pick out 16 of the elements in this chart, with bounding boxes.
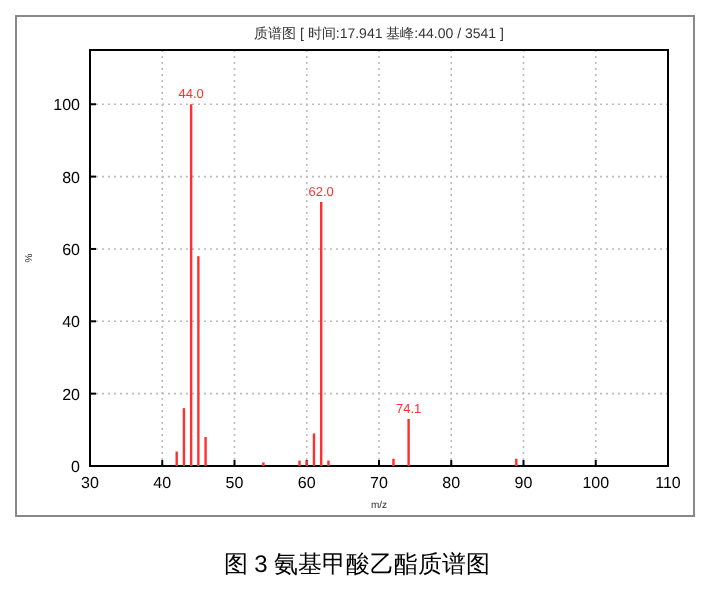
x-tick-label: 50 <box>225 474 245 492</box>
x-tick-label: 30 <box>81 474 100 492</box>
x-tick-label: 70 <box>370 474 389 492</box>
x-tick-label: 40 <box>153 474 173 492</box>
y-tick-label: 20 <box>62 385 82 404</box>
y-tick-label: 80 <box>62 168 82 187</box>
y-tick-label: 40 <box>62 313 82 332</box>
x-tick-label: 110 <box>655 474 682 492</box>
caption: 图 3 氨基甲酸乙酯质谱图 <box>223 550 491 578</box>
x-tick-label: 100 <box>582 474 611 492</box>
x-tick-label: 80 <box>442 474 462 492</box>
y-tick-label: 60 <box>62 240 82 259</box>
x-tick-label: 90 <box>514 474 534 492</box>
y-tick-label: 0 <box>71 458 82 476</box>
y-tick-label: 100 <box>53 96 82 115</box>
x-tick-label: 60 <box>297 474 317 492</box>
